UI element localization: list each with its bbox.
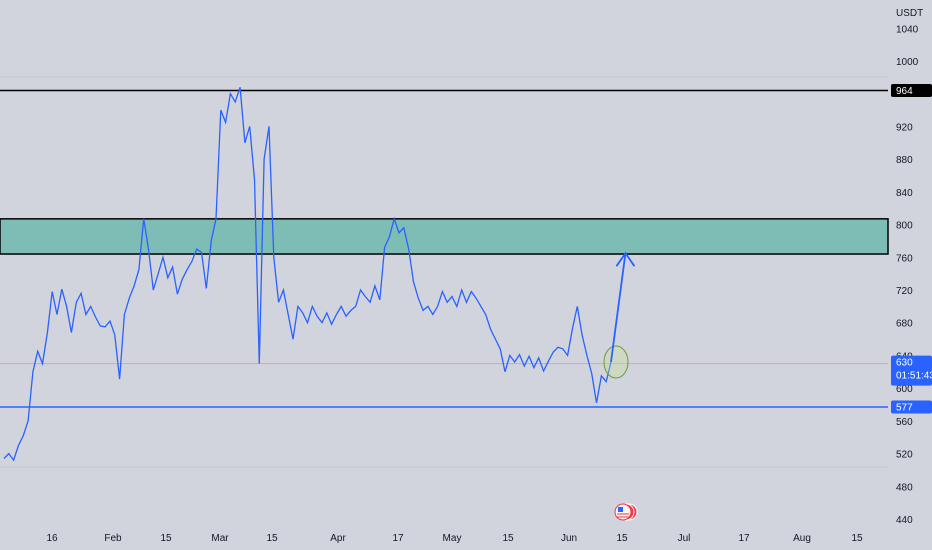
x-tick-label: Mar bbox=[211, 533, 229, 544]
target-arrow bbox=[610, 253, 627, 363]
y-tick-label: 480 bbox=[896, 482, 913, 493]
resistance-price-badge: 964 bbox=[891, 83, 932, 97]
highlight-circle bbox=[603, 345, 629, 379]
y-tick-label: 920 bbox=[896, 122, 913, 133]
y-tick-label: 880 bbox=[896, 155, 913, 166]
x-tick-label: May bbox=[443, 533, 462, 544]
y-axis-ticks: 1040100092088084080076072068064060056052… bbox=[896, 24, 919, 526]
y-tick-label: 600 bbox=[896, 384, 913, 395]
x-tick-label: 17 bbox=[392, 533, 404, 544]
x-tick-label: Jul bbox=[678, 533, 691, 544]
badge-text: 964 bbox=[896, 86, 913, 97]
x-tick-label: 17 bbox=[738, 533, 750, 544]
price-badges: 964 630 01:51:43 577 bbox=[891, 83, 932, 414]
event-flag-icon[interactable] bbox=[614, 503, 638, 521]
x-tick-label: Feb bbox=[104, 533, 122, 544]
y-tick-label: 560 bbox=[896, 417, 913, 428]
y-tick-label: 440 bbox=[896, 515, 913, 526]
support-price-badge: 577 bbox=[891, 400, 932, 414]
supply-zone bbox=[0, 218, 889, 255]
x-axis-ticks: 16 Feb 15 Mar 15 Apr 17 May 15 Jun 15 Jul 17 Aug 15 bbox=[46, 533, 863, 544]
y-tick-label: 680 bbox=[896, 319, 913, 330]
x-tick-label: Aug bbox=[793, 533, 811, 544]
y-tick-label: 520 bbox=[896, 450, 913, 461]
badge-text: 577 bbox=[896, 402, 913, 413]
x-tick-label: 15 bbox=[266, 533, 278, 544]
y-tick-label: 1040 bbox=[896, 24, 919, 35]
y-tick-label: 840 bbox=[896, 188, 913, 199]
x-tick-label: 15 bbox=[616, 533, 628, 544]
y-tick-label: 720 bbox=[896, 286, 913, 297]
badge-text: 630 bbox=[896, 358, 913, 369]
y-tick-label: 1000 bbox=[896, 57, 919, 68]
x-tick-label: 16 bbox=[46, 533, 58, 544]
x-tick-label: 15 bbox=[851, 533, 863, 544]
y-tick-label: 800 bbox=[896, 221, 913, 232]
x-tick-label: Apr bbox=[330, 533, 346, 544]
target-arrow-head bbox=[615, 251, 636, 267]
price-series-line bbox=[3, 86, 612, 462]
current-price-badge: 630 01:51:43 bbox=[891, 355, 932, 386]
y-tick-label: 760 bbox=[896, 253, 913, 264]
currency-label: USDT bbox=[896, 8, 923, 19]
x-tick-label: Jun bbox=[561, 533, 577, 544]
x-tick-label: 15 bbox=[502, 533, 514, 544]
x-tick-label: 15 bbox=[160, 533, 172, 544]
badge-text: 01:51:43 bbox=[896, 371, 932, 382]
